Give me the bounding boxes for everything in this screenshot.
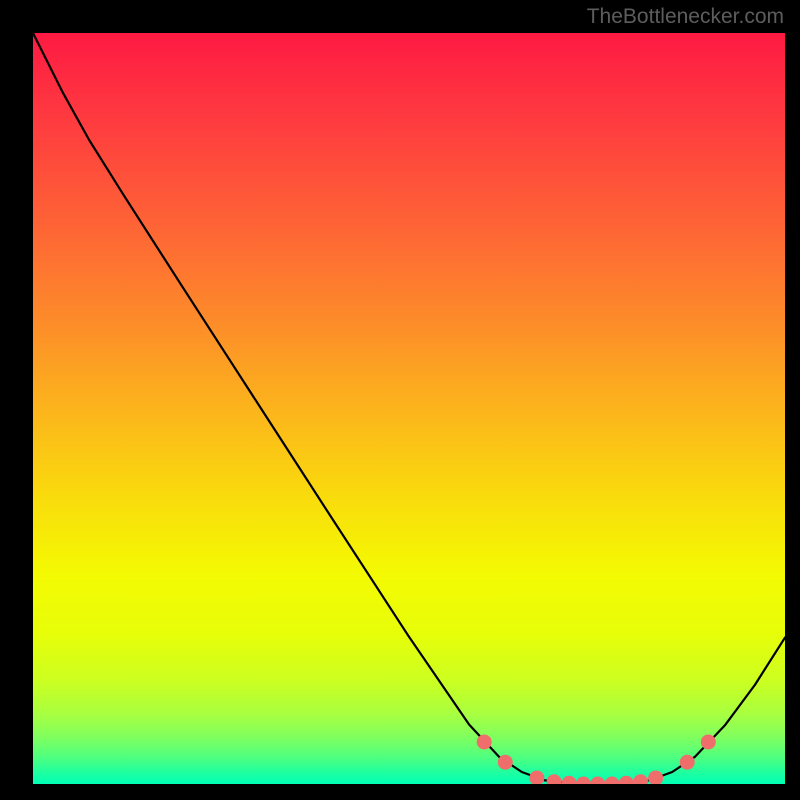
frame-border-right bbox=[785, 0, 800, 800]
marker-point bbox=[680, 755, 694, 769]
marker-point bbox=[649, 771, 663, 784]
plot-area bbox=[33, 33, 785, 784]
marker-point bbox=[634, 775, 648, 784]
marker-point bbox=[547, 775, 561, 784]
frame-border-bottom bbox=[0, 784, 800, 800]
marker-point bbox=[498, 755, 512, 769]
plot-svg bbox=[33, 33, 785, 784]
marker-point bbox=[530, 771, 544, 784]
gradient-background bbox=[33, 33, 785, 784]
marker-point bbox=[477, 735, 491, 749]
marker-point bbox=[701, 735, 715, 749]
frame-border-left bbox=[0, 0, 33, 800]
chart-frame: TheBottlenecker.com bbox=[0, 0, 800, 800]
watermark-brand: TheBottlenecker.com bbox=[587, 5, 784, 29]
